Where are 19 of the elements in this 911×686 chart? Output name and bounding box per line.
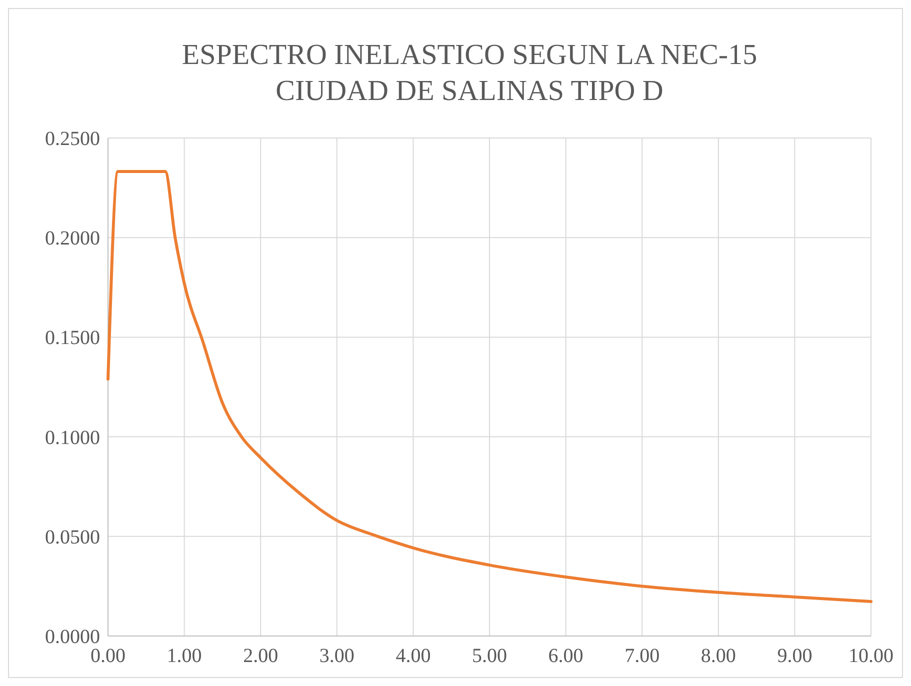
x-tick-label: 4.00 bbox=[396, 645, 431, 667]
x-tick-label: 1.00 bbox=[166, 645, 202, 667]
x-tick-label: 9.00 bbox=[777, 645, 812, 667]
x-tick-label: 8.00 bbox=[700, 645, 736, 667]
x-tick-label: 0.00 bbox=[90, 645, 126, 667]
y-tick-label: 0.0000 bbox=[45, 626, 100, 648]
y-tick-label: 0.2500 bbox=[45, 128, 100, 150]
x-tick-label: 10.00 bbox=[848, 645, 894, 667]
x-tick-label: 7.00 bbox=[624, 645, 660, 667]
y-tick-label: 0.1000 bbox=[45, 426, 100, 449]
x-tick-label: 6.00 bbox=[548, 645, 584, 667]
x-tick-label: 2.00 bbox=[243, 645, 278, 667]
x-tick-label: 3.00 bbox=[319, 645, 354, 667]
y-tick-label: 0.2000 bbox=[45, 228, 100, 250]
chart-title: ESPECTRO INELASTICO SEGUN LA NEC-15 CIUDAD DE SALINAS TIPO D bbox=[182, 39, 758, 107]
x-tick-label: 5.00 bbox=[472, 645, 507, 667]
y-tick-label: 0.0500 bbox=[45, 526, 100, 548]
y-tick-label: 0.1500 bbox=[45, 327, 100, 350]
line-series bbox=[106, 170, 872, 604]
